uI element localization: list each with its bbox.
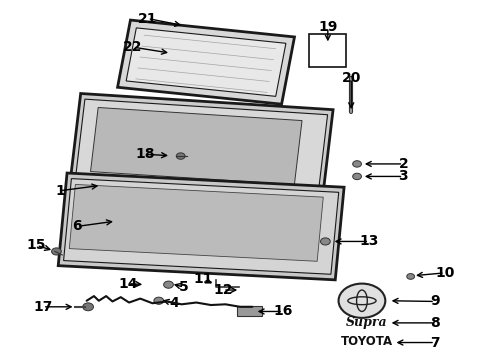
Circle shape bbox=[176, 153, 185, 159]
Circle shape bbox=[154, 297, 164, 304]
Text: 10: 10 bbox=[435, 266, 454, 280]
Text: 22: 22 bbox=[123, 40, 143, 54]
Circle shape bbox=[51, 248, 61, 255]
Circle shape bbox=[353, 173, 362, 180]
Text: 19: 19 bbox=[318, 20, 338, 34]
Circle shape bbox=[339, 284, 385, 318]
Circle shape bbox=[407, 274, 415, 279]
Text: 5: 5 bbox=[179, 280, 189, 294]
Text: 1: 1 bbox=[55, 184, 65, 198]
Polygon shape bbox=[58, 173, 344, 280]
Text: 6: 6 bbox=[72, 220, 82, 233]
Text: 16: 16 bbox=[273, 305, 293, 319]
Text: 20: 20 bbox=[342, 71, 361, 85]
Text: 7: 7 bbox=[430, 336, 440, 350]
Polygon shape bbox=[74, 99, 328, 200]
Text: 14: 14 bbox=[118, 276, 138, 291]
Polygon shape bbox=[69, 184, 323, 261]
Text: Supra: Supra bbox=[346, 316, 388, 329]
Circle shape bbox=[83, 303, 94, 311]
Circle shape bbox=[320, 238, 330, 245]
Text: TOYOTA: TOYOTA bbox=[341, 335, 393, 348]
Polygon shape bbox=[69, 94, 333, 206]
Text: 13: 13 bbox=[360, 234, 379, 248]
Text: 3: 3 bbox=[398, 170, 408, 184]
Polygon shape bbox=[126, 28, 286, 96]
Text: 12: 12 bbox=[213, 283, 233, 297]
Text: 9: 9 bbox=[430, 294, 440, 309]
Circle shape bbox=[164, 281, 173, 288]
Text: 11: 11 bbox=[194, 272, 213, 286]
Polygon shape bbox=[64, 179, 339, 274]
Circle shape bbox=[353, 161, 362, 167]
Bar bbox=[237, 306, 262, 316]
Text: 15: 15 bbox=[27, 238, 46, 252]
Text: 4: 4 bbox=[170, 296, 179, 310]
Bar bbox=[309, 33, 346, 67]
Polygon shape bbox=[91, 108, 302, 185]
Text: 18: 18 bbox=[135, 147, 155, 161]
Text: 17: 17 bbox=[33, 300, 52, 314]
Polygon shape bbox=[118, 20, 294, 104]
Text: 8: 8 bbox=[430, 316, 440, 330]
Text: 21: 21 bbox=[138, 12, 157, 26]
Text: 2: 2 bbox=[398, 157, 408, 171]
